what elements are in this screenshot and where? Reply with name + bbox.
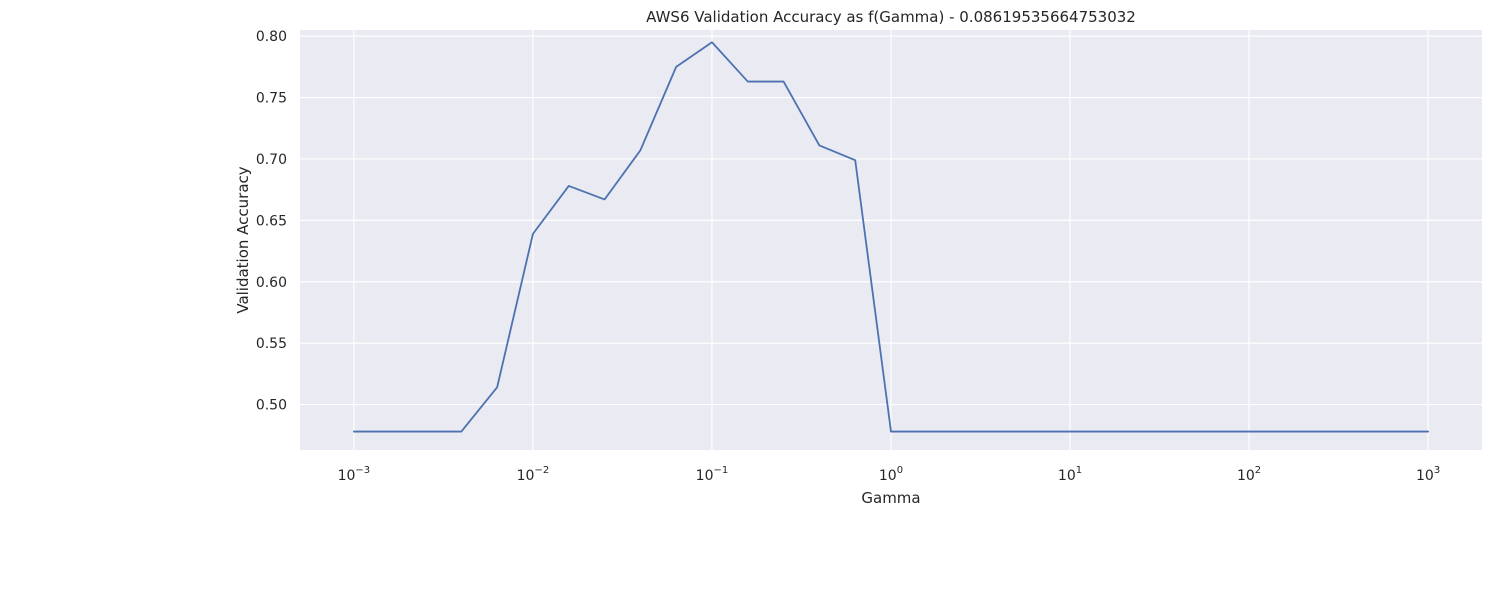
- series-layer: [352, 41, 1430, 433]
- y-tick-label: 0.50: [256, 398, 287, 414]
- y-tick-label: 0.65: [256, 213, 287, 229]
- y-tick-label: 0.60: [256, 275, 287, 291]
- y-axis-label: Validation Accuracy: [234, 166, 252, 313]
- x-axis-label: Gamma: [861, 489, 920, 507]
- y-tick-label: 0.55: [256, 336, 287, 352]
- x-axis-ticks: 10−3 10−2 10−1 100 101 102 103: [338, 465, 1441, 484]
- x-tick-label: 10−3: [338, 465, 371, 484]
- x-tick-label: 10−1: [696, 465, 729, 484]
- y-tick-label: 0.75: [256, 91, 287, 107]
- x-tick-label: 103: [1416, 465, 1440, 484]
- x-tick-label: 10−2: [517, 465, 550, 484]
- y-axis-ticks: 0.50 0.55 0.60 0.65 0.70 0.75 0.80: [256, 29, 287, 413]
- chart-title: AWS6 Validation Accuracy as f(Gamma) - 0…: [646, 8, 1136, 26]
- x-tick-label: 100: [879, 465, 903, 484]
- grid: [300, 30, 1482, 450]
- series-line: [352, 41, 1430, 433]
- y-tick-label: 0.70: [256, 152, 287, 168]
- x-tick-label: 102: [1237, 465, 1261, 484]
- y-tick-label: 0.80: [256, 29, 287, 45]
- x-tick-label: 101: [1058, 465, 1082, 484]
